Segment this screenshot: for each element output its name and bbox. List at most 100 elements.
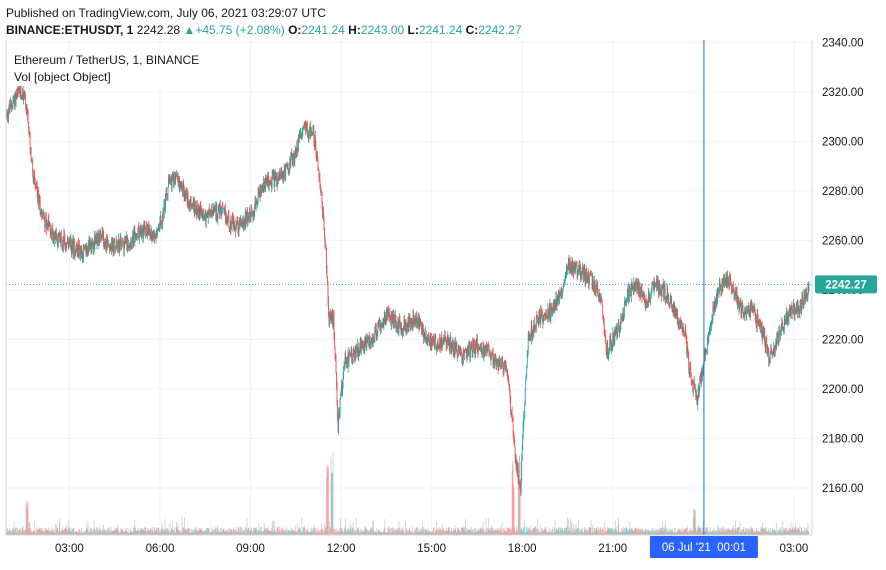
candle-body	[505, 362, 507, 366]
candle-body	[139, 226, 141, 233]
volume-bar	[378, 529, 380, 535]
volume-bar	[169, 532, 170, 535]
candle-body	[788, 311, 789, 320]
volume-bar	[201, 530, 203, 535]
candle-body	[192, 205, 194, 207]
candle-body	[462, 359, 464, 364]
candle-body	[364, 337, 366, 345]
volume-bar	[285, 531, 287, 535]
volume-bar	[631, 528, 633, 535]
volume-bar	[88, 531, 90, 535]
candle-body	[552, 307, 554, 312]
candle-body	[100, 232, 101, 238]
volume-bar	[404, 532, 405, 535]
candle-body	[598, 296, 600, 297]
candle-body	[710, 325, 712, 329]
candle-body	[276, 177, 278, 180]
volume-bar	[559, 531, 560, 535]
price-axis[interactable]: 2160.002180.002200.002220.002240.002260.…	[822, 37, 864, 495]
volume-bar	[668, 528, 670, 535]
candle-body	[74, 252, 76, 256]
volume-bar	[721, 531, 723, 535]
candle-body	[357, 344, 359, 357]
volume-bar	[450, 532, 452, 535]
candle-body	[499, 358, 500, 366]
candle-body	[712, 306, 714, 321]
volume-bar	[97, 527, 98, 535]
candle-body	[326, 249, 327, 271]
candle-body	[155, 235, 157, 239]
volume-bar	[146, 531, 147, 535]
volume-bar	[742, 528, 744, 535]
candle-body	[773, 348, 775, 353]
volume-bar	[534, 527, 536, 535]
candle-body	[509, 387, 510, 390]
volume-bar	[726, 530, 727, 535]
candle-body	[431, 338, 432, 346]
candle-body	[522, 437, 524, 449]
candle-body	[205, 210, 207, 223]
volume-bar	[248, 527, 250, 535]
volume-bar	[596, 527, 598, 535]
volume-bar	[217, 527, 219, 535]
volume-bar	[735, 520, 736, 535]
candle-body	[238, 229, 239, 232]
candle-body	[500, 364, 502, 367]
volume-bar	[123, 531, 125, 535]
volume-bar	[680, 531, 682, 535]
candle-body	[665, 299, 666, 301]
volume-bar	[103, 524, 104, 535]
volume-bar	[511, 470, 513, 535]
volume-bar	[437, 532, 439, 535]
volume-bar	[65, 527, 67, 535]
candle-body	[63, 234, 65, 237]
volume-bar	[240, 527, 241, 535]
volume-bar	[695, 527, 697, 535]
candle-body	[730, 276, 731, 282]
volume-bar	[397, 527, 399, 535]
candle-body	[272, 175, 274, 176]
volume-bar	[89, 527, 91, 535]
candle-body	[537, 321, 539, 323]
volume-bar	[685, 528, 687, 535]
volume-bar	[363, 531, 365, 535]
volume-bar	[713, 532, 715, 535]
volume-bar	[364, 527, 366, 535]
candle-body	[6, 113, 7, 115]
volume-bar	[493, 530, 495, 535]
volume-bar	[405, 521, 406, 535]
volume-bar	[238, 527, 240, 535]
legend-volume[interactable]: Vol [object Object]	[14, 70, 111, 84]
volume-bar	[372, 520, 374, 535]
volume-bar	[286, 528, 288, 535]
candle-body	[457, 350, 459, 356]
candle-body	[401, 328, 403, 333]
time-axis[interactable]: 03:00 06:00 09:00 12:00 15:00 18:00 21:00 03:00	[55, 543, 808, 555]
volume-bar	[419, 529, 420, 535]
volume-bar	[777, 528, 779, 535]
candle-body	[124, 240, 126, 243]
volume-bar	[653, 527, 655, 535]
volume-bar	[391, 528, 392, 535]
volume-bar	[71, 528, 73, 535]
candle-body	[731, 284, 732, 291]
candle-body	[740, 302, 741, 304]
volume-bar	[779, 529, 781, 535]
volume-bar	[550, 528, 552, 535]
volume-bar	[452, 529, 454, 535]
candle-body	[673, 302, 675, 313]
volume-bar	[383, 532, 385, 535]
volume-bar	[342, 530, 343, 535]
volume-bar	[760, 528, 762, 535]
candle-body	[758, 320, 760, 323]
volume-bar	[237, 531, 238, 535]
candle-body	[658, 282, 660, 294]
candle-body	[408, 317, 410, 331]
candle-body	[252, 215, 254, 217]
candle-body	[6, 110, 8, 114]
volume-bar	[134, 519, 136, 535]
candle-body	[64, 234, 65, 240]
volume-bar	[7, 527, 8, 535]
legend-series-title[interactable]: Ethereum / TetherUS, 1, BINANCE	[14, 53, 200, 67]
